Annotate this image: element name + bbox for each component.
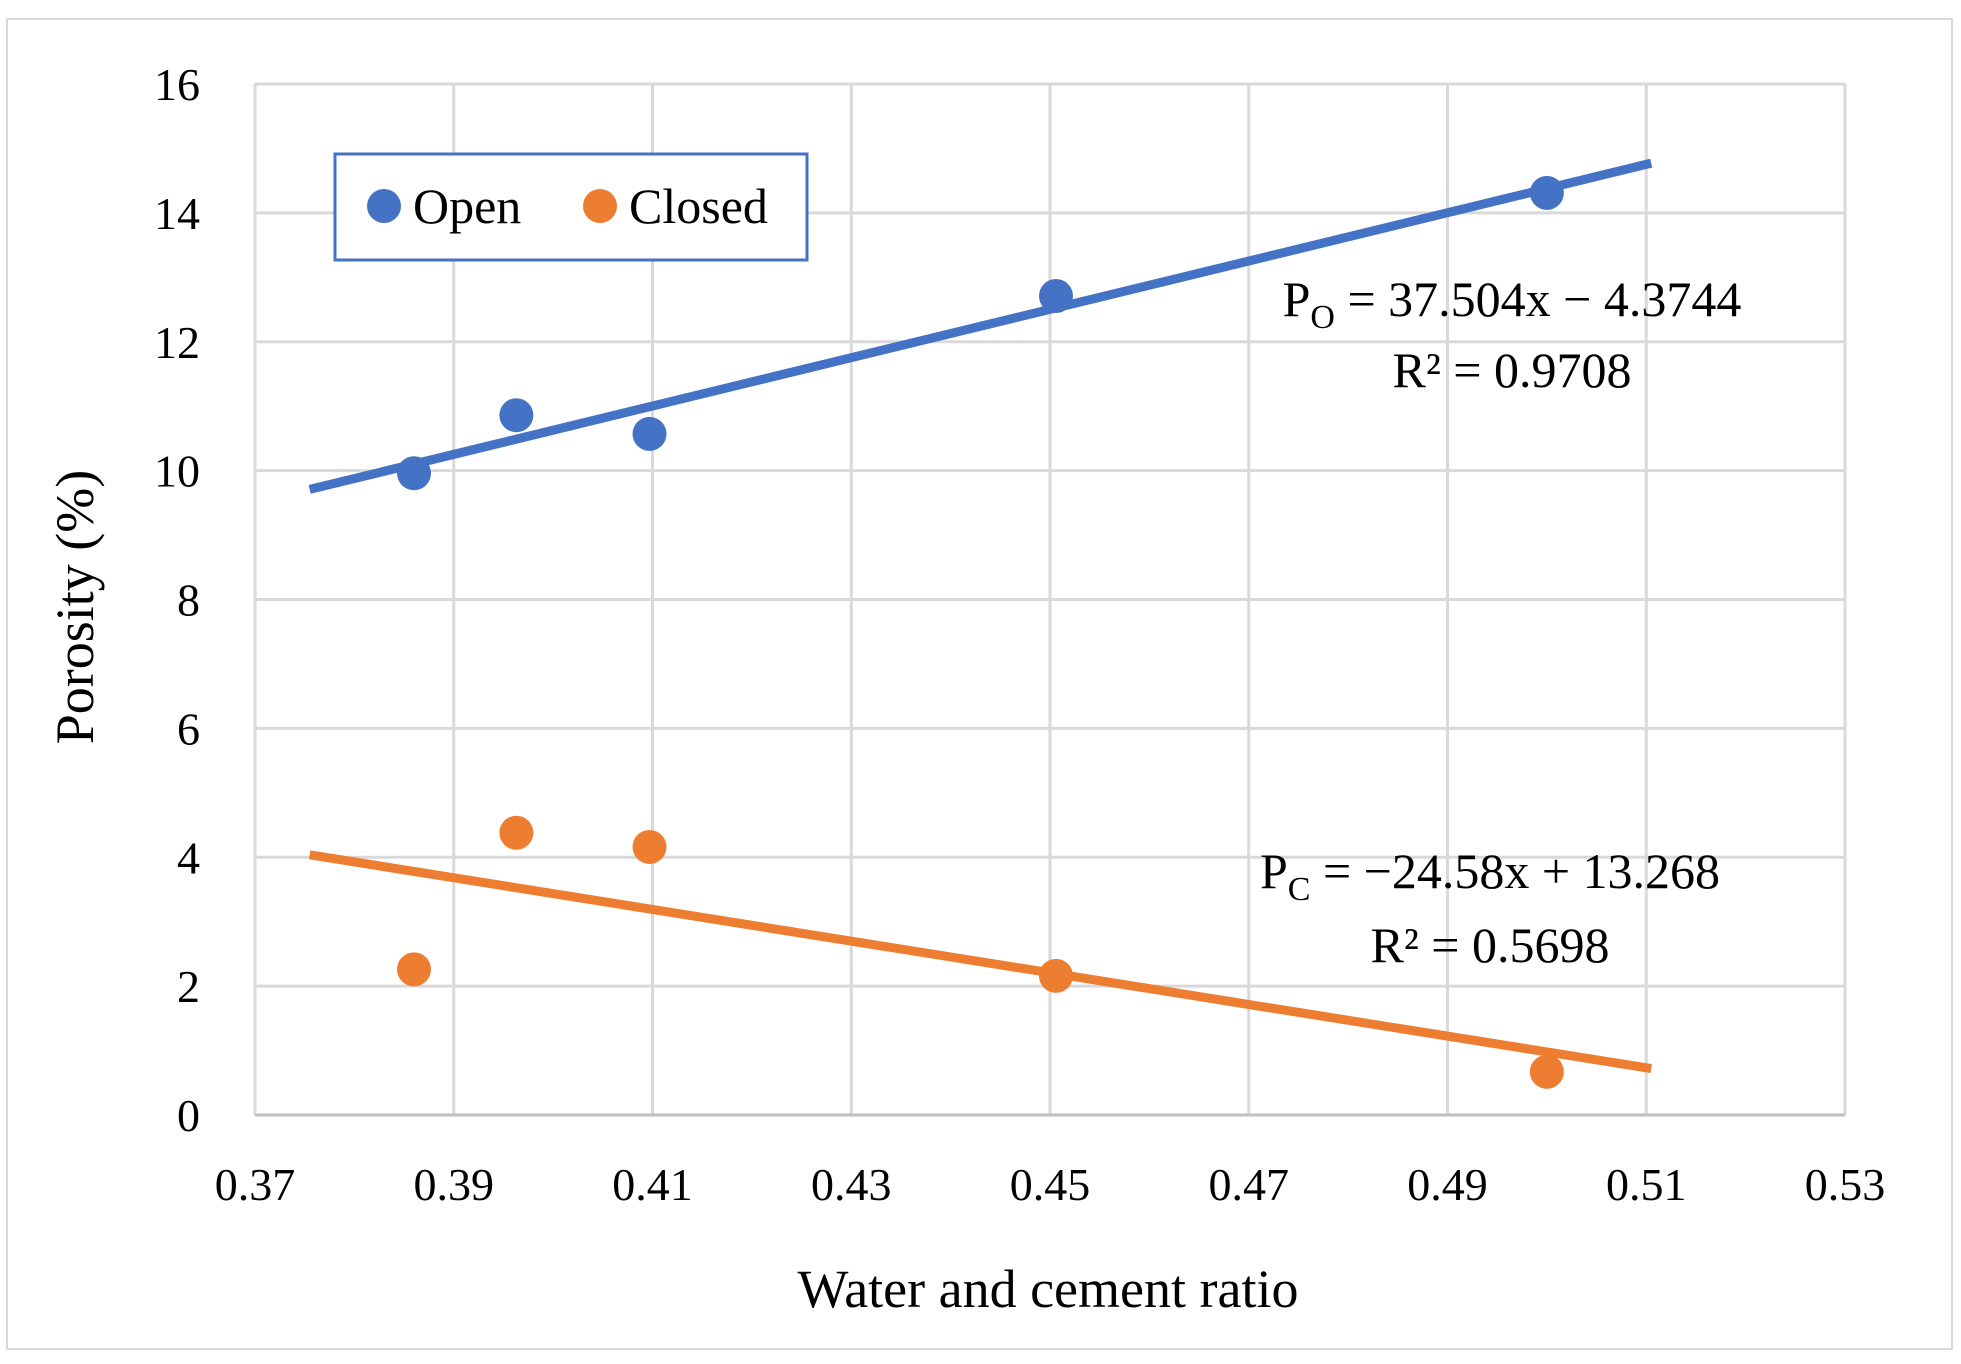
x-tick-label: 0.49: [1407, 1159, 1488, 1210]
closed-equation: PC = −24.58x + 13.268: [1260, 843, 1720, 908]
legend-closed-marker: [583, 189, 617, 223]
x-tick-label: 0.37: [215, 1159, 296, 1210]
legend-box: [333, 152, 809, 262]
open-trendline: [308, 158, 1653, 494]
y-tick-label: 16: [154, 59, 200, 110]
closed-point: [397, 952, 431, 987]
closed-point: [1529, 1054, 1564, 1089]
x-tick-label: 0.39: [414, 1159, 495, 1210]
open-equation: PO = 37.504x − 4.3744: [1283, 271, 1742, 336]
x-tick-label: 0.41: [612, 1159, 693, 1210]
y-tick-label: 2: [177, 961, 200, 1012]
x-tick-label: 0.53: [1805, 1159, 1886, 1210]
closed-point: [1038, 958, 1073, 993]
chart-frame: [6, 18, 1953, 1350]
y-tick-label: 8: [177, 575, 200, 626]
y-tick-label: 14: [154, 188, 200, 239]
y-tick-labels: 0 2 4 6 8 10 12 14 16: [154, 59, 200, 1141]
y-tick-label: 12: [154, 317, 200, 368]
open-point: [632, 416, 667, 451]
legend-open-marker: [367, 189, 401, 223]
x-tick-label: 0.51: [1606, 1159, 1687, 1210]
data-points: [397, 175, 1564, 1089]
closed-trendline: [308, 850, 1652, 1074]
y-tick-label: 4: [177, 832, 200, 883]
open-point: [499, 398, 534, 433]
x-tick-labels: 0.37 0.39 0.41 0.43 0.45 0.47 0.49 0.51 0.53: [215, 1159, 1886, 1210]
legend-closed-label: Closed: [629, 178, 768, 234]
y-axis-title: Porosity (%): [45, 470, 105, 744]
x-tick-label: 0.45: [1010, 1159, 1091, 1210]
y-tick-label: 10: [154, 446, 200, 497]
open-point: [1529, 175, 1564, 210]
open-point: [397, 456, 431, 491]
legend: Open Closed: [333, 152, 809, 262]
open-r2-label: R² = 0.9708: [1392, 342, 1631, 398]
x-tick-label: 0.47: [1209, 1159, 1290, 1210]
legend-open-label: Open: [413, 178, 521, 234]
x-axis-title: Water and cement ratio: [798, 1259, 1299, 1319]
y-tick-label: 6: [177, 703, 200, 754]
closed-point: [632, 829, 667, 864]
closed-r2-label: R² = 0.5698: [1370, 917, 1609, 973]
closed-point: [499, 815, 534, 850]
x-tick-label: 0.43: [811, 1159, 892, 1210]
open-point: [1038, 278, 1073, 313]
y-tick-label: 0: [177, 1090, 200, 1141]
trendlines: [308, 158, 1653, 1074]
